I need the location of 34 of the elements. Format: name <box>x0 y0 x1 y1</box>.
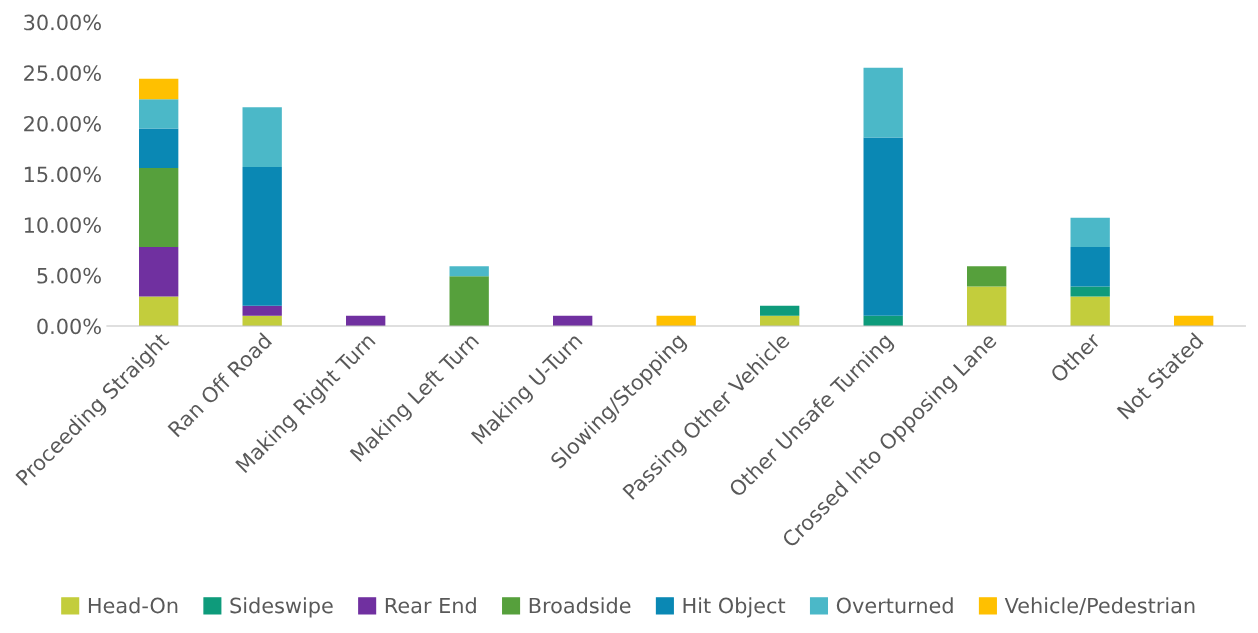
bar <box>863 67 903 138</box>
legend-label: Broadside <box>529 597 631 614</box>
bar <box>242 107 282 167</box>
legend-label: Head-On <box>88 597 178 614</box>
bar <box>139 247 179 297</box>
bar <box>967 266 1007 287</box>
bar <box>242 166 282 306</box>
bar <box>139 296 179 326</box>
bar <box>139 128 179 168</box>
bar <box>139 168 179 247</box>
y-tick-label: 10.00% <box>24 217 101 233</box>
bar <box>1070 217 1110 247</box>
legend-label: Hit Object <box>683 597 786 618</box>
legend-label: Overturned <box>836 597 953 614</box>
bar <box>139 78 179 100</box>
bar <box>1070 286 1110 297</box>
bar <box>1070 296 1110 326</box>
y-tick-label: 25.00% <box>24 65 101 82</box>
bar <box>760 305 800 316</box>
y-tick-label: 20.00% <box>24 115 101 132</box>
legend-label: Vehicle/Pedestrian <box>1004 597 1195 616</box>
bar <box>1070 247 1110 287</box>
y-tick-label: 15.00% <box>24 166 101 183</box>
bar <box>139 99 179 129</box>
legend-label: Rear End <box>385 597 476 614</box>
y-tick-label: 30.00% <box>24 14 101 31</box>
bar <box>967 286 1007 326</box>
bar <box>449 276 489 326</box>
y-tick-label: 5.00% <box>37 267 101 284</box>
bar <box>449 266 489 277</box>
legend-label: Sideswipe <box>230 597 333 618</box>
bar <box>242 305 282 316</box>
bar <box>863 137 903 316</box>
y-tick-label: 0.00% <box>37 318 101 335</box>
